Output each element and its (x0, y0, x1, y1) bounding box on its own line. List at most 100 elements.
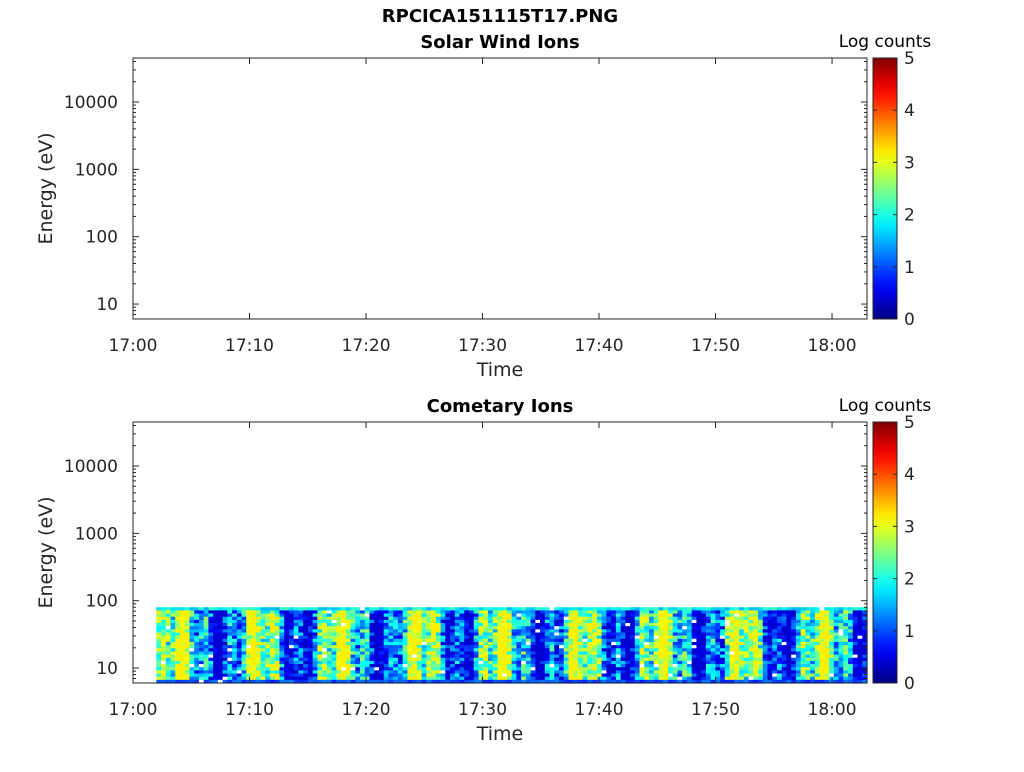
data-cell (497, 679, 503, 684)
data-cell (748, 613, 754, 618)
data-cell (483, 673, 489, 678)
data-cell (402, 619, 409, 624)
data-cell (487, 664, 494, 668)
data-cell (473, 670, 480, 675)
data-cell (251, 629, 257, 634)
data-cell (549, 664, 555, 668)
data-cell (521, 660, 527, 665)
data-cell (217, 657, 224, 662)
data-cell (530, 613, 536, 618)
data-cell (241, 641, 247, 646)
data-cell (175, 651, 181, 656)
data-cell (824, 667, 830, 671)
data-cell (431, 670, 437, 675)
data-cell (601, 616, 608, 621)
data-cell (639, 645, 645, 649)
data-cell (601, 645, 608, 649)
data-cell (814, 610, 821, 615)
data-cell (189, 676, 195, 681)
data-cell (502, 667, 508, 671)
data-cell (615, 613, 622, 618)
data-cell (653, 651, 660, 656)
data-cell (758, 654, 764, 659)
data-cell (274, 664, 281, 668)
data-cell (241, 667, 247, 671)
data-cell (573, 679, 579, 684)
data-cell (431, 619, 437, 624)
data-cell (544, 623, 551, 627)
data-cell (255, 664, 262, 668)
data-cell (596, 623, 603, 627)
data-cell (696, 664, 702, 668)
data-cell (653, 641, 660, 646)
data-cell (810, 660, 816, 665)
data-cell (516, 607, 522, 611)
data-cell (303, 673, 309, 678)
data-cell (450, 654, 456, 659)
data-cell (412, 676, 418, 681)
data-cell (682, 676, 688, 681)
data-cell (767, 619, 773, 624)
data-cell (843, 616, 849, 621)
data-cell (843, 626, 849, 630)
data-cell (459, 660, 465, 665)
data-cell (848, 632, 854, 637)
data-cell (402, 607, 409, 611)
data-cell (213, 667, 219, 671)
data-cell (644, 629, 650, 634)
data-cell (677, 629, 683, 634)
data-cell (786, 613, 792, 618)
data-cell (497, 670, 503, 675)
data-cell (478, 645, 484, 649)
data-cell (303, 651, 309, 656)
data-cell (236, 626, 243, 630)
data-cell (331, 651, 337, 656)
data-cell (535, 607, 541, 611)
data-cell (767, 638, 773, 643)
data-cell (649, 673, 655, 678)
data-cell (497, 664, 503, 668)
data-cell (672, 619, 679, 624)
data-cell (511, 679, 517, 684)
data-cell (615, 676, 622, 681)
data-cell (260, 660, 266, 665)
data-cell (625, 613, 631, 618)
data-cell (521, 670, 527, 675)
data-cell (516, 613, 522, 618)
data-cell (232, 676, 238, 681)
data-cell (236, 651, 243, 656)
data-cell (260, 610, 266, 615)
data-cell (544, 664, 551, 668)
data-cell (743, 616, 750, 621)
data-cell (833, 616, 840, 621)
data-cell (388, 629, 394, 634)
data-cell (179, 613, 186, 618)
data-cell (734, 623, 740, 627)
data-cell (506, 638, 513, 643)
data-cell (615, 645, 622, 649)
data-cell (511, 651, 517, 656)
data-cell (544, 632, 551, 637)
data-cell (753, 657, 759, 662)
data-cell (634, 648, 641, 653)
data-cell (241, 610, 247, 615)
data-cell (535, 654, 541, 659)
data-cell (293, 616, 300, 621)
data-cell (620, 616, 626, 621)
data-cell (374, 613, 380, 618)
data-cell (857, 607, 863, 611)
data-cell (549, 670, 555, 675)
data-cell (383, 673, 390, 678)
data-cell (227, 632, 233, 637)
data-cell (483, 641, 489, 646)
data-cell (421, 657, 427, 662)
data-cell (525, 667, 532, 671)
data-cell (194, 664, 200, 668)
data-cell (393, 635, 399, 640)
data-cell (767, 651, 773, 656)
data-cell (819, 657, 825, 662)
data-cell (739, 654, 745, 659)
data-cell (222, 676, 228, 681)
data-cell (303, 607, 309, 611)
